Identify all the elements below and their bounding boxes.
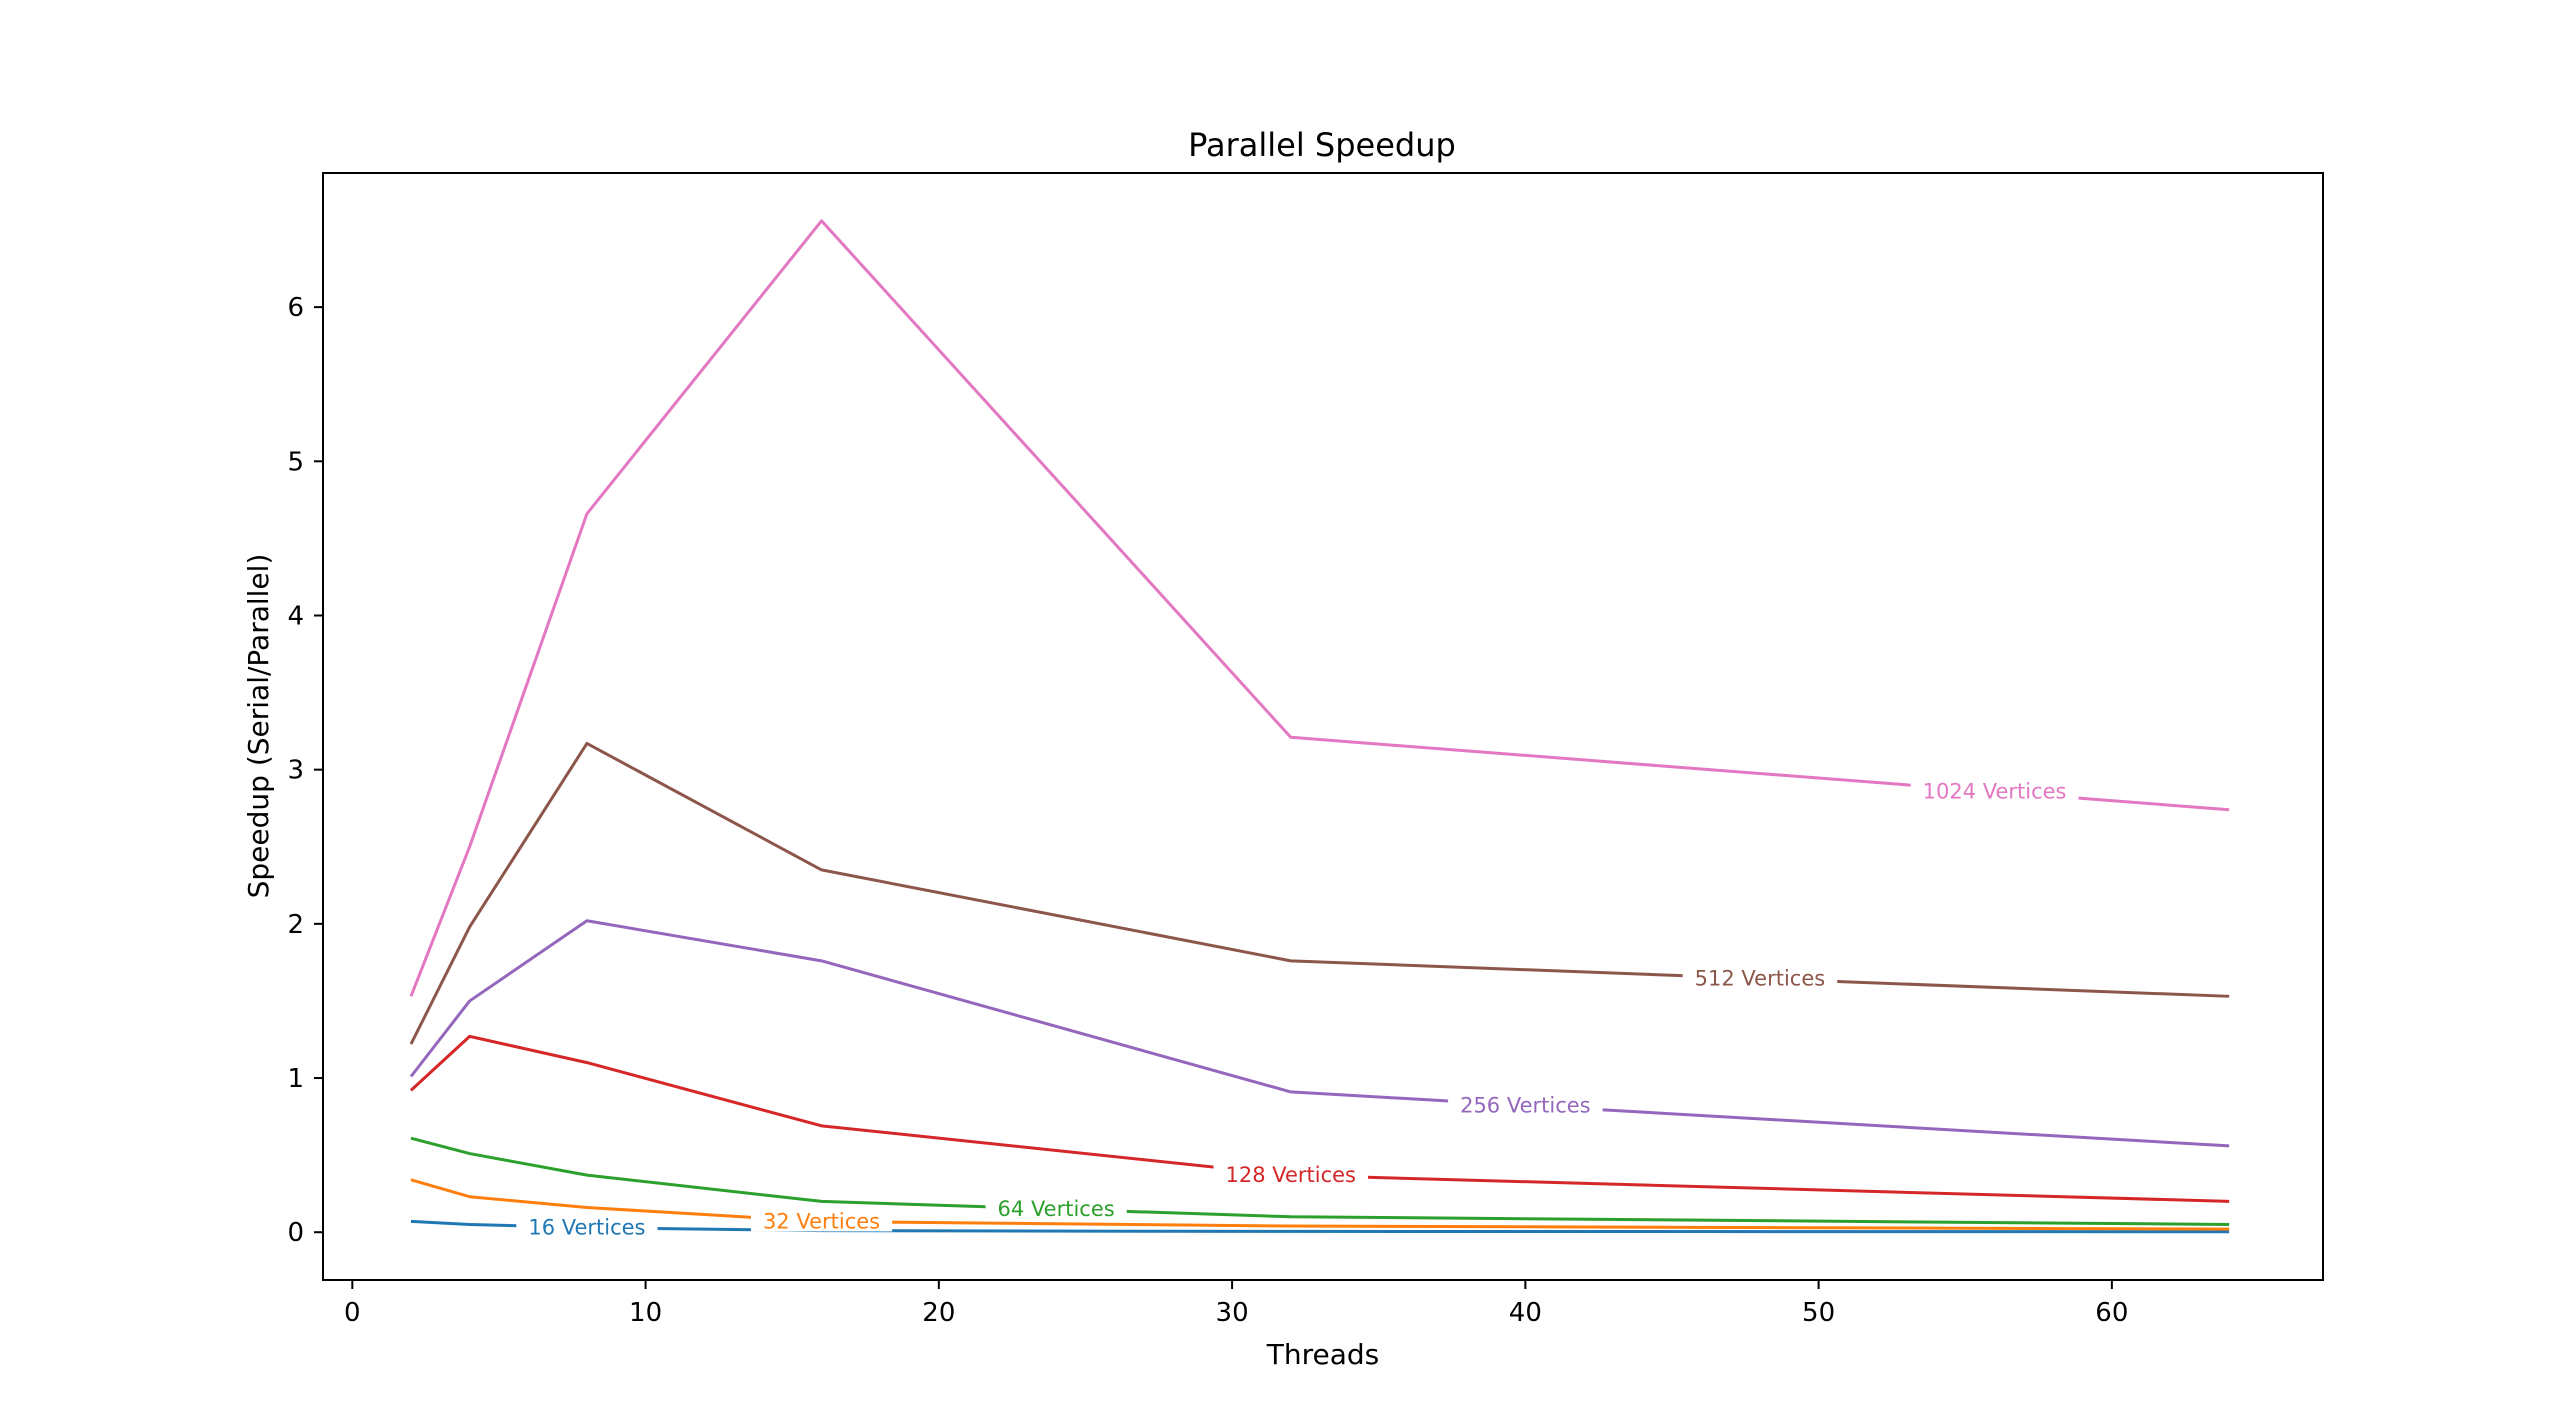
series-128-vertices: 128 Vertices [409,1034,2230,1203]
x-tick-label: 30 [1216,1298,1249,1328]
y-tick-label: 2 [287,910,304,940]
series-label-gap [1910,781,2079,802]
x-tick-label: 20 [922,1298,955,1328]
series-label-64-vertices: 64 Vertices [998,1197,1115,1221]
series-label-gap [1213,1165,1369,1186]
x-tick-label: 0 [344,1298,361,1328]
series-label-gap [1448,1095,1603,1116]
chart-title: Parallel Speedup [1188,126,1456,164]
series-256-vertices: 256 Vertices [409,919,2230,1148]
y-tick-label: 3 [287,756,304,786]
x-tick-label: 60 [2095,1298,2128,1328]
series-label-16-vertices: 16 Vertices [528,1216,645,1240]
series-line-16-vertices [410,1219,2230,1234]
series-line-512-vertices [409,741,2230,1045]
series-1024-vertices: 1024 Vertices [409,219,2230,997]
series-512-vertices: 512 Vertices [409,741,2230,1045]
y-tick-label: 5 [287,447,304,477]
series-64-vertices: 64 Vertices [410,1136,2230,1226]
series-line-32-vertices [410,1178,2230,1231]
x-tick-label: 50 [1802,1298,1835,1328]
series-label-128-vertices: 128 Vertices [1225,1163,1356,1187]
series-label-1024-vertices: 1024 Vertices [1923,780,2067,804]
series-label-gap [750,1211,893,1232]
series-label-gap [516,1217,658,1238]
ticks-layer: 0 10 20 30 40 50 60 0 1 2 3 4 5 6 [287,293,2128,1328]
series-label-gap [985,1199,1127,1220]
x-tick-label: 10 [629,1298,662,1328]
series-line-128-vertices [409,1034,2230,1203]
series-line-1024-vertices [409,219,2230,997]
x-tick-label: 40 [1509,1298,1542,1328]
series-label-512-vertices: 512 Vertices [1695,967,1826,991]
y-tick-label: 4 [287,601,304,631]
y-tick-label: 1 [287,1064,304,1094]
x-axis-label: Threads [1266,1338,1380,1371]
series-layer: 16 Vertices 32 Vertices 64 Vertices 128 Ver… [409,219,2230,1240]
series-label-32-vertices: 32 Vertices [763,1209,880,1233]
y-axis-label: Speedup (Serial/Parallel) [242,554,275,899]
series-line-64-vertices [410,1136,2230,1226]
series-32-vertices: 32 Vertices [410,1178,2230,1233]
y-tick-label: 6 [287,293,304,323]
series-16-vertices: 16 Vertices [410,1216,2230,1240]
plot-frame [322,172,2324,1281]
series-line-256-vertices [409,919,2230,1148]
series-label-gap [1682,968,1838,989]
y-tick-label: 0 [287,1218,304,1248]
plot-area [323,173,2323,1280]
series-label-256-vertices: 256 Vertices [1460,1093,1591,1117]
